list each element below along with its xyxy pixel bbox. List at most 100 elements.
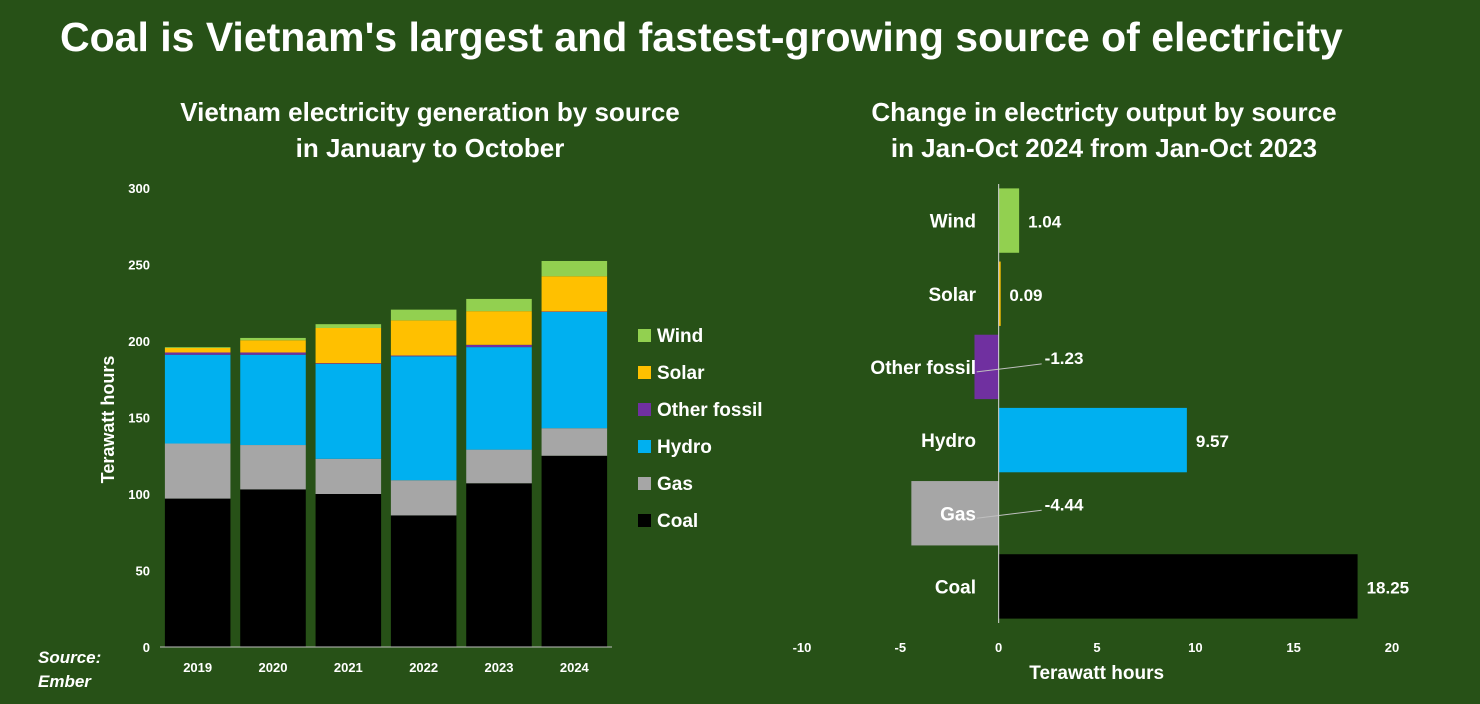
x-tick-label--5: -5	[895, 640, 907, 655]
bar-hydro-2021	[315, 363, 382, 459]
left-chart-title: Vietnam electricity generation by source…	[130, 94, 730, 166]
legend-swatch-other-fossil	[638, 403, 651, 416]
value-label-wind: 1.04	[1028, 213, 1062, 232]
legend-label-wind: Wind	[657, 326, 703, 347]
x-tick-label-2020: 2020	[259, 660, 288, 675]
x-axis-label: Terawatt hours	[1029, 663, 1164, 684]
value-label-other-fossil: -1.23	[1045, 349, 1084, 368]
x-tick-label-5: 5	[1093, 640, 1100, 655]
value-label-solar: 0.09	[1009, 286, 1042, 305]
x-tick-label-15: 15	[1286, 640, 1300, 655]
bar-gas-2023	[466, 449, 532, 484]
bar-other-fossil-2023	[466, 344, 532, 348]
bar-solar-2019	[164, 347, 231, 353]
legend-label-gas: Gas	[657, 474, 693, 495]
bar-coal-2023	[466, 483, 532, 647]
bar-wind-2023	[466, 298, 532, 312]
source-value: Ember	[38, 672, 91, 691]
x-tick-label-2022: 2022	[409, 660, 438, 675]
legend-label-hydro: Hydro	[657, 437, 712, 458]
bar-gas-2020	[240, 445, 306, 490]
bar-coal-2021	[315, 494, 382, 647]
source-label: Source:	[38, 648, 102, 667]
source-note: Source: Ember	[38, 646, 101, 694]
change-bar-hydro	[998, 407, 1187, 473]
value-label-gas: -4.44	[1045, 495, 1084, 514]
bar-solar-2022	[390, 320, 457, 356]
legend-label-solar: Solar	[657, 363, 705, 384]
change-bar-solar	[998, 261, 1001, 326]
x-tick-label-2019: 2019	[183, 660, 212, 675]
category-label-solar: Solar	[928, 285, 976, 306]
bar-solar-2020	[240, 340, 306, 353]
legend-label-other-fossil: Other fossil	[657, 400, 763, 421]
bar-gas-2022	[390, 480, 457, 516]
bar-wind-2021	[315, 324, 382, 328]
y-axis-label: Terawatt hours	[98, 356, 118, 484]
bar-wind-2024	[541, 260, 608, 277]
value-label-hydro: 9.57	[1196, 432, 1229, 451]
y-tick-label-200: 200	[128, 334, 150, 349]
y-tick-label-250: 250	[128, 258, 150, 273]
leader-line-other-fossil	[976, 363, 1042, 373]
legend-swatch-hydro	[638, 440, 651, 453]
category-label-wind: Wind	[930, 212, 976, 233]
x-tick-label-0: 0	[995, 640, 1002, 655]
bar-coal-2019	[164, 498, 231, 647]
legend-swatch-gas	[638, 477, 651, 490]
y-tick-label-0: 0	[143, 640, 150, 655]
change-bar-gas	[911, 481, 999, 546]
change-bar-other-fossil	[974, 334, 999, 400]
y-tick-label-300: 300	[128, 181, 150, 196]
right-chart-title: Change in electricty output by source in…	[804, 94, 1404, 166]
category-label-hydro: Hydro	[921, 431, 976, 452]
change-bar-wind	[998, 188, 1020, 253]
bar-hydro-2023	[466, 347, 532, 450]
left-chart-title-line-2: in January to October	[295, 133, 565, 163]
bar-solar-2023	[466, 311, 532, 345]
right-chart-title-line-1: Change in electricty output by source	[871, 97, 1337, 127]
bar-wind-2022	[390, 309, 457, 321]
bar-other-fossil-2022	[390, 355, 457, 357]
x-tick-label--10: -10	[793, 640, 812, 655]
category-label-coal: Coal	[935, 577, 976, 598]
bar-hydro-2020	[240, 354, 306, 446]
bar-gas-2019	[164, 443, 231, 499]
y-tick-label-150: 150	[128, 411, 150, 426]
leader-line-gas	[976, 509, 1042, 519]
left-chart-title-line-1: Vietnam electricity generation by source	[180, 97, 680, 127]
value-label-coal: 18.25	[1367, 578, 1410, 597]
bar-coal-2020	[240, 489, 306, 647]
x-tick-label-2024: 2024	[560, 660, 590, 675]
bar-hydro-2019	[164, 354, 231, 444]
right-chart-title-line-2: in Jan-Oct 2024 from Jan-Oct 2023	[890, 133, 1318, 163]
bar-hydro-2024	[541, 311, 608, 429]
bar-other-fossil-2019	[164, 352, 231, 355]
main-title: Coal is Vietnam's largest and fastest-gr…	[60, 14, 1343, 60]
bar-coal-2024	[541, 455, 608, 647]
bar-other-fossil-2021	[315, 363, 382, 364]
bar-wind-2019	[164, 347, 231, 348]
y-tick-label-50: 50	[136, 564, 150, 579]
category-label-gas: Gas	[940, 504, 976, 525]
bar-gas-2021	[315, 458, 382, 494]
bar-wind-2020	[240, 337, 306, 341]
x-tick-label-20: 20	[1385, 640, 1399, 655]
bar-hydro-2022	[390, 356, 457, 481]
y-tick-label-100: 100	[128, 487, 150, 502]
bar-other-fossil-2020	[240, 352, 306, 355]
x-tick-label-2021: 2021	[334, 660, 363, 675]
bar-solar-2024	[541, 276, 608, 312]
bar-solar-2021	[315, 327, 382, 364]
change-bar-coal	[998, 554, 1358, 619]
legend-label-coal: Coal	[657, 511, 698, 532]
category-label-other-fossil: Other fossil	[870, 358, 976, 379]
x-tick-label-10: 10	[1188, 640, 1202, 655]
x-tick-label-2023: 2023	[485, 660, 514, 675]
legend-swatch-coal	[638, 514, 651, 527]
bar-coal-2022	[390, 515, 457, 647]
bar-gas-2024	[541, 428, 608, 456]
legend-swatch-solar	[638, 366, 651, 379]
